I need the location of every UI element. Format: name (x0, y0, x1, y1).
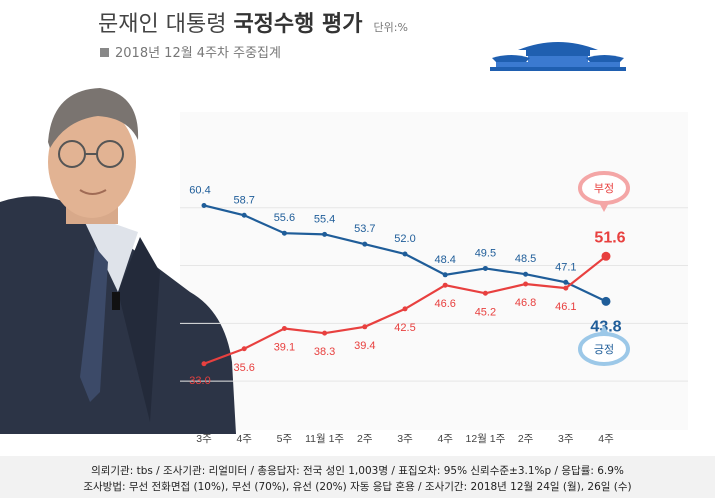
legend-bubble-tip-0 (598, 325, 610, 336)
data-point-1-2 (281, 326, 287, 332)
data-label-1-3: 38.3 (314, 346, 335, 358)
data-point-0-0 (201, 202, 207, 208)
data-label-0-1: 58.7 (233, 194, 254, 206)
title-bold: 국정수행 평가 (233, 12, 363, 37)
data-label-0-9: 47.1 (555, 261, 576, 273)
data-point-0-3 (322, 231, 328, 237)
data-label-1-8: 46.8 (515, 297, 536, 309)
data-label-0-7: 49.5 (475, 247, 496, 259)
subtitle: 2018년 12월 4주차 주중집계 (100, 42, 281, 61)
x-tick-label-2: 5주 (277, 433, 293, 445)
data-label-1-1: 35.6 (233, 362, 254, 374)
footer-background (0, 456, 715, 498)
president-photo (0, 88, 236, 434)
data-point-0-2 (281, 230, 287, 236)
legend-label-1: 부정 (594, 182, 614, 195)
x-tick-label-6: 4주 (437, 433, 453, 445)
x-tick-label-10: 4주 (598, 433, 614, 445)
data-label-1-7: 45.2 (475, 306, 496, 318)
data-point-1-9 (563, 285, 569, 291)
data-label-0-8: 48.5 (515, 253, 536, 265)
unit-label: 단위:% (373, 21, 408, 34)
data-point-0-4 (362, 241, 368, 247)
x-tick-label-0: 3주 (196, 433, 212, 445)
data-label-1-10: 51.6 (594, 229, 625, 246)
x-tick-label-4: 2주 (357, 433, 373, 445)
data-point-1-8 (523, 281, 529, 287)
data-point-1-1 (241, 346, 247, 352)
data-label-1-4: 39.4 (354, 340, 375, 352)
data-label-0-6: 48.4 (434, 254, 455, 266)
x-tick-label-1: 4주 (236, 433, 252, 445)
data-point-0-10 (601, 296, 611, 306)
data-label-0-10: 43.8 (590, 318, 621, 335)
data-point-0-8 (523, 271, 529, 277)
plot-background (180, 112, 688, 430)
data-label-1-2: 39.1 (274, 342, 295, 354)
data-point-1-5 (402, 306, 408, 312)
data-point-0-7 (482, 265, 488, 271)
title-prefix: 문재인 대통령 (98, 12, 227, 37)
data-point-1-7 (482, 290, 488, 296)
data-point-1-3 (322, 330, 328, 336)
x-tick-label-5: 3주 (397, 433, 413, 445)
x-tick-label-8: 2주 (518, 433, 534, 445)
x-tick-label-7: 12월 1주 (466, 433, 506, 445)
data-point-0-9 (563, 279, 569, 285)
data-point-0-5 (402, 251, 408, 257)
data-label-0-3: 55.4 (314, 213, 335, 225)
data-label-1-0: 33.0 (189, 375, 210, 387)
survey-info-line1: 의뢰기관: tbs / 조사기관: 리얼미터 / 총응답자: 전국 성인 1,0… (91, 465, 624, 477)
data-label-0-4: 53.7 (354, 223, 375, 235)
approval-line-chart: 3주 4주 5주 11월 1주 2주 3주 4주 12월 1주 2주 3주 4주 60.4 58.7 55… (180, 171, 688, 445)
square-bullet-icon (100, 48, 109, 57)
x-tick-label-3: 11월 1주 (305, 433, 344, 445)
data-point-1-10 (601, 251, 611, 261)
data-label-1-6: 46.6 (434, 298, 455, 310)
data-label-1-5: 42.5 (394, 322, 415, 334)
x-tick-label-9: 3주 (558, 433, 574, 445)
chart-title: 문재인 대통령 국정수행 평가 단위:% (98, 6, 408, 38)
data-label-0-5: 52.0 (394, 233, 415, 245)
legend-bubble-tip-1 (598, 201, 610, 212)
survey-info-line2: 조사방법: 무선 전화면접 (10%), 무선 (70%), 유선 (20%) … (83, 481, 632, 493)
data-point-1-0 (201, 361, 207, 367)
data-point-0-6 (442, 272, 448, 278)
data-label-0-2: 55.6 (274, 212, 295, 224)
data-label-0-0: 60.4 (189, 184, 210, 196)
data-point-1-6 (442, 282, 448, 288)
subtitle-text: 2018년 12월 4주차 주중집계 (115, 46, 281, 61)
blue-house-icon (490, 42, 626, 71)
data-point-0-1 (241, 212, 247, 218)
legend-label-0: 긍정 (594, 343, 614, 356)
data-point-1-4 (362, 324, 368, 330)
data-label-1-9: 46.1 (555, 301, 576, 313)
